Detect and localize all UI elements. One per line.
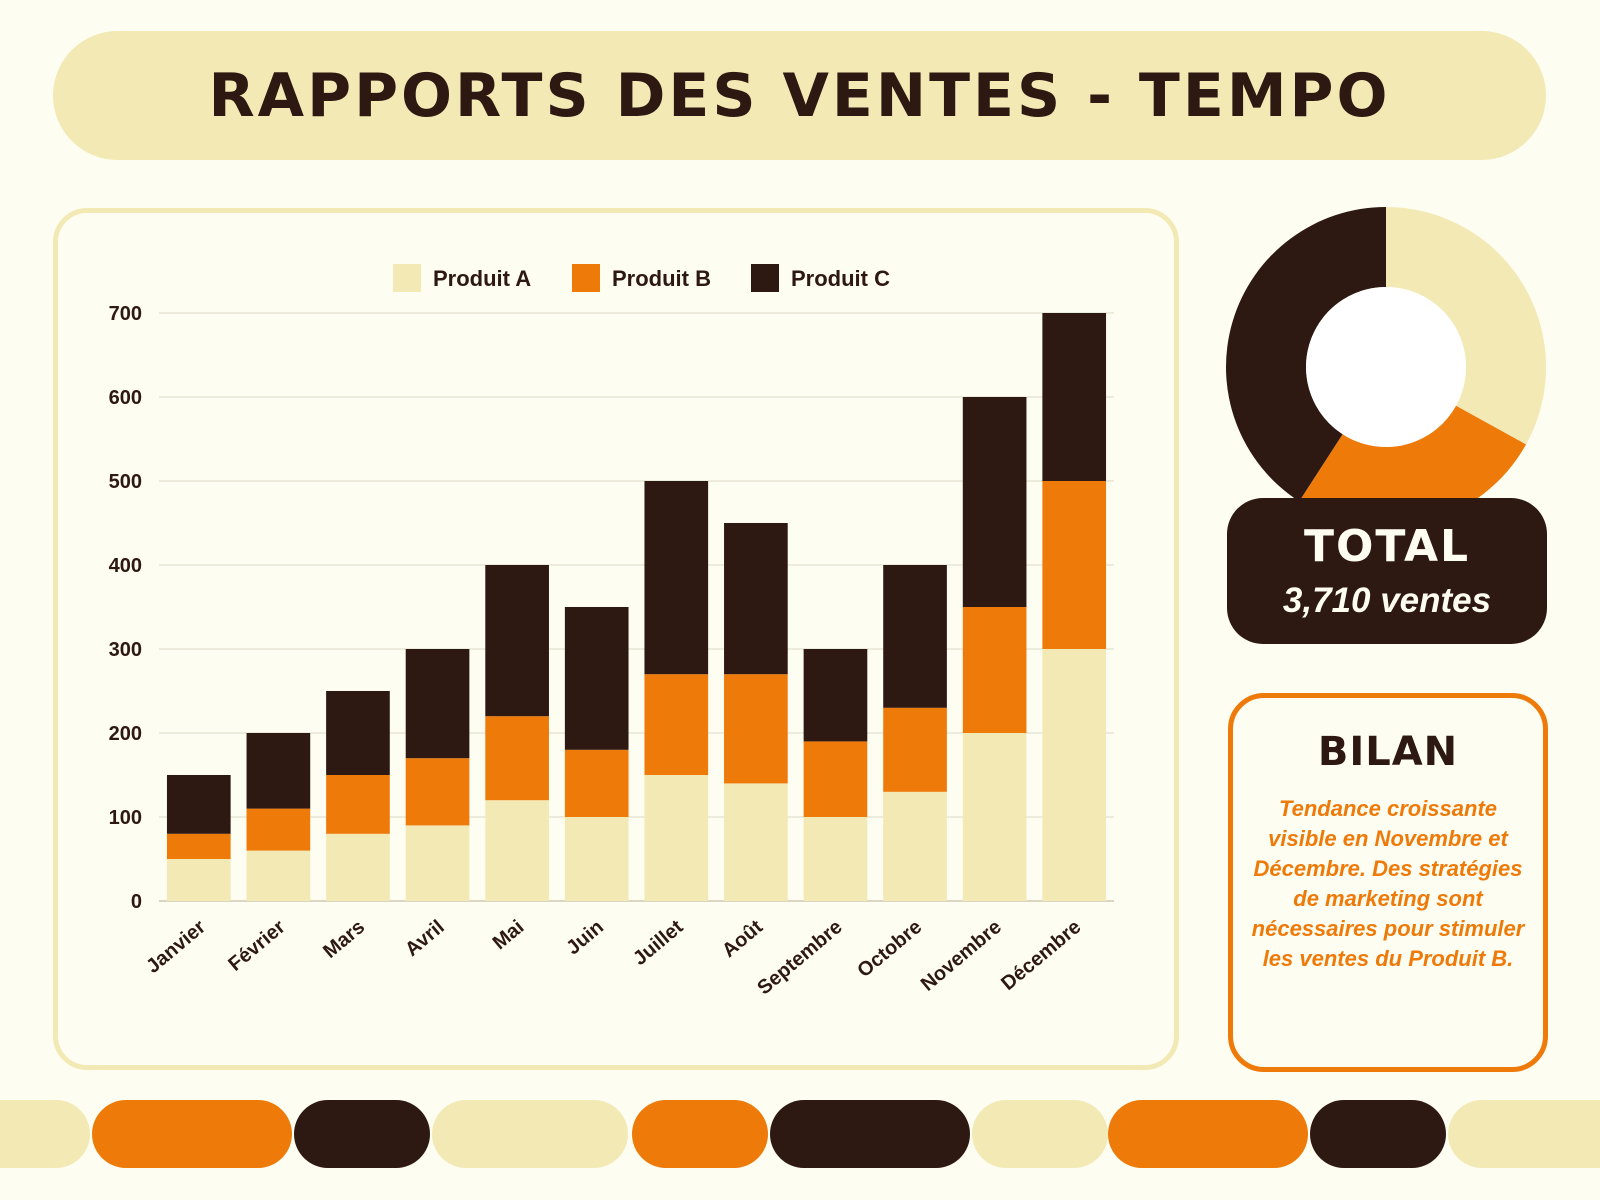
bar-produit-c-juillet: [644, 481, 709, 675]
x-tick-label: Février: [224, 916, 289, 976]
bar-produit-a-octobre: [883, 791, 947, 901]
bar-produit-c-avril: [405, 649, 470, 759]
y-tick-label: 600: [109, 387, 142, 409]
donut-slice-produit-b: [1299, 405, 1526, 527]
x-tick-label: Janvier: [142, 916, 210, 978]
x-tick-label: Août: [718, 916, 767, 962]
bar-produit-b-mai: [485, 716, 549, 801]
bar-produit-b-octobre: [883, 707, 947, 792]
decor-pill: [972, 1100, 1108, 1168]
decor-pill: [432, 1100, 628, 1168]
bar-produit-c-mai: [485, 565, 549, 717]
stacked-bar-chart: 0 100 200 300 400 500 600 700 Janvier Février Mars…: [109, 264, 1114, 999]
bar-produit-b-mars: [326, 775, 390, 834]
decor-pill: [294, 1100, 430, 1168]
x-tick-label: Mai: [489, 916, 529, 954]
x-tick-label: Décembre: [997, 916, 1085, 995]
donut-slice-produit-c: [1226, 207, 1386, 502]
decor-pill: [1108, 1100, 1308, 1168]
decor-pill: [0, 1100, 90, 1168]
bar-produit-c-septembre: [803, 649, 868, 742]
decor-pill: [92, 1100, 292, 1168]
donut-slice-produit-a: [1386, 207, 1546, 445]
donut-chart: [1226, 207, 1546, 527]
legend-label: Produit C: [791, 266, 890, 291]
legend-label: Produit B: [612, 266, 711, 291]
legend-swatch-produit-a: [393, 264, 421, 292]
bar-produit-a-juin: [564, 817, 629, 901]
bar-produit-a-avril: [405, 825, 470, 901]
total-title: TOTAL: [1303, 520, 1471, 572]
y-tick-label: 200: [109, 723, 142, 745]
bilan-title: BILAN: [1317, 729, 1459, 775]
y-tick-label: 100: [109, 807, 142, 829]
bar-produit-a-novembre: [962, 733, 1027, 901]
decor-pill: [770, 1100, 970, 1168]
x-tick-label: Septembre: [753, 916, 846, 999]
donut-chart-panel: [1225, 207, 1547, 527]
bar-produit-b-juillet: [644, 674, 709, 775]
bar-produit-b-juin: [564, 749, 629, 817]
bar-produit-b-janvier: [166, 833, 231, 859]
bar-chart-panel: 0 100 200 300 400 500 600 700 Janvier Février Mars…: [53, 208, 1179, 1070]
bar-produit-a-mars: [326, 833, 390, 901]
x-tick-label: Juin: [562, 916, 608, 959]
bar-produit-c-octobre: [883, 565, 947, 708]
donut-hole: [1306, 287, 1466, 447]
bar-produit-b-fevrier: [246, 808, 311, 851]
x-tick-label: Avril: [401, 916, 449, 961]
x-tick-label: Novembre: [917, 916, 1006, 996]
bar-produit-a-janvier: [166, 859, 231, 901]
legend-label: Produit A: [433, 266, 531, 291]
bar-produit-b-decembre: [1042, 481, 1107, 649]
bilan-text: Tendance croissante visible en Novembre …: [1251, 796, 1525, 971]
bar-produit-a-juillet: [644, 775, 709, 901]
bar-produit-b-septembre: [803, 741, 868, 817]
bar-produit-a-fevrier: [246, 850, 311, 901]
bar-produit-c-mars: [326, 691, 390, 775]
bar-produit-c-decembre: [1042, 313, 1107, 481]
bar-produit-c-fevrier: [246, 733, 311, 809]
y-tick-label: 500: [109, 471, 142, 493]
decor-pill: [632, 1100, 768, 1168]
bar-produit-a-mai: [485, 800, 549, 901]
title-banner: RAPPORTS DES VENTES - TEMPO: [53, 31, 1546, 160]
x-tick-label: Juillet: [629, 916, 688, 970]
total-value: 3,710 ventes: [1282, 580, 1492, 620]
bar-produit-a-aout: [724, 783, 788, 901]
bar-produit-c-janvier: [166, 775, 231, 834]
bar-produit-a-decembre: [1042, 649, 1107, 901]
bar-produit-c-aout: [724, 523, 788, 675]
bar-produit-b-aout: [724, 674, 788, 784]
y-tick-label: 0: [131, 891, 142, 913]
x-tick-label: Octobre: [853, 916, 926, 982]
bar-produit-a-septembre: [803, 817, 868, 901]
bilan-card: BILAN Tendance croissante visible en Nov…: [1228, 693, 1548, 1072]
bar-produit-c-novembre: [962, 397, 1027, 607]
bar-produit-c-juin: [564, 607, 629, 750]
y-tick-label: 400: [109, 555, 142, 577]
y-tick-label: 700: [109, 303, 142, 325]
bar-produit-b-avril: [405, 758, 470, 826]
x-tick-label: Mars: [319, 916, 369, 963]
legend-swatch-produit-b: [572, 264, 600, 292]
bar-produit-b-novembre: [962, 607, 1027, 733]
page-title: RAPPORTS DES VENTES - TEMPO: [208, 60, 1391, 131]
y-tick-label: 300: [109, 639, 142, 661]
total-card: TOTAL 3,710 ventes: [1227, 498, 1547, 644]
decor-pill: [1310, 1100, 1446, 1168]
legend-swatch-produit-c: [751, 264, 779, 292]
decor-pill: [1448, 1100, 1600, 1168]
